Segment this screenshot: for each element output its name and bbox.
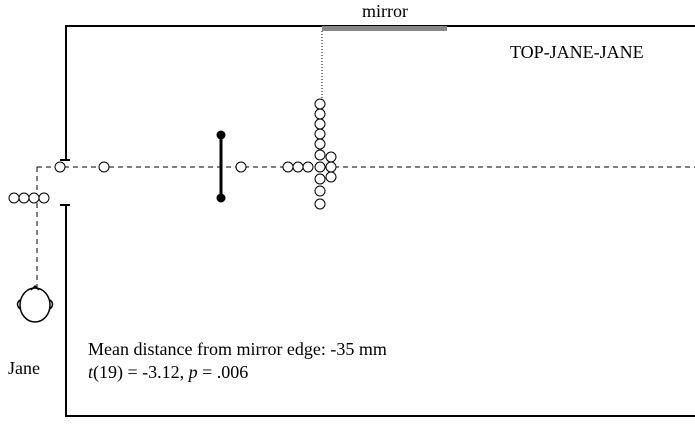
shape <box>20 288 50 322</box>
response-marker <box>99 162 109 172</box>
mirror-label: mirror <box>362 1 408 21</box>
shape <box>66 205 695 416</box>
response-marker <box>293 162 303 172</box>
sight-lines <box>37 167 695 290</box>
shape <box>18 300 53 309</box>
response-marker <box>19 193 29 203</box>
response-marker <box>315 150 325 160</box>
response-marker <box>315 186 325 196</box>
response-marker <box>315 199 325 209</box>
mirror <box>322 26 447 31</box>
response-marker <box>326 172 336 182</box>
t-value: (19) = -3.12, <box>93 362 189 383</box>
response-marker <box>39 193 49 203</box>
summary: Mean distance from mirror edge: -35 mm <box>88 339 387 359</box>
response-marker <box>55 162 65 172</box>
response-marker <box>315 99 325 109</box>
response-marker <box>217 131 226 140</box>
diagram: mirror TOP-JANE-JANE Jane Mean distance … <box>0 0 695 425</box>
response-marker <box>315 109 325 119</box>
response-marker <box>236 162 246 172</box>
response-marker <box>283 162 293 172</box>
observer-label: Jane <box>8 358 40 378</box>
head-icon <box>18 286 53 322</box>
response-marker <box>326 152 336 162</box>
response-marker <box>29 193 39 203</box>
stats: t(19) = -3.12, p = .006 <box>88 362 248 383</box>
response-marker <box>9 193 19 203</box>
response-marker <box>315 162 325 172</box>
response-marker <box>217 194 226 203</box>
response-marker <box>303 162 313 172</box>
p-value: = .006 <box>198 362 249 382</box>
response-marker <box>326 162 336 172</box>
response-marker <box>315 174 325 184</box>
response-marker <box>315 129 325 139</box>
response-marker <box>315 119 325 129</box>
response-marker <box>315 139 325 149</box>
p-symbol: p <box>187 362 198 382</box>
condition-label: TOP-JANE-JANE <box>510 42 644 62</box>
responses <box>9 99 336 209</box>
